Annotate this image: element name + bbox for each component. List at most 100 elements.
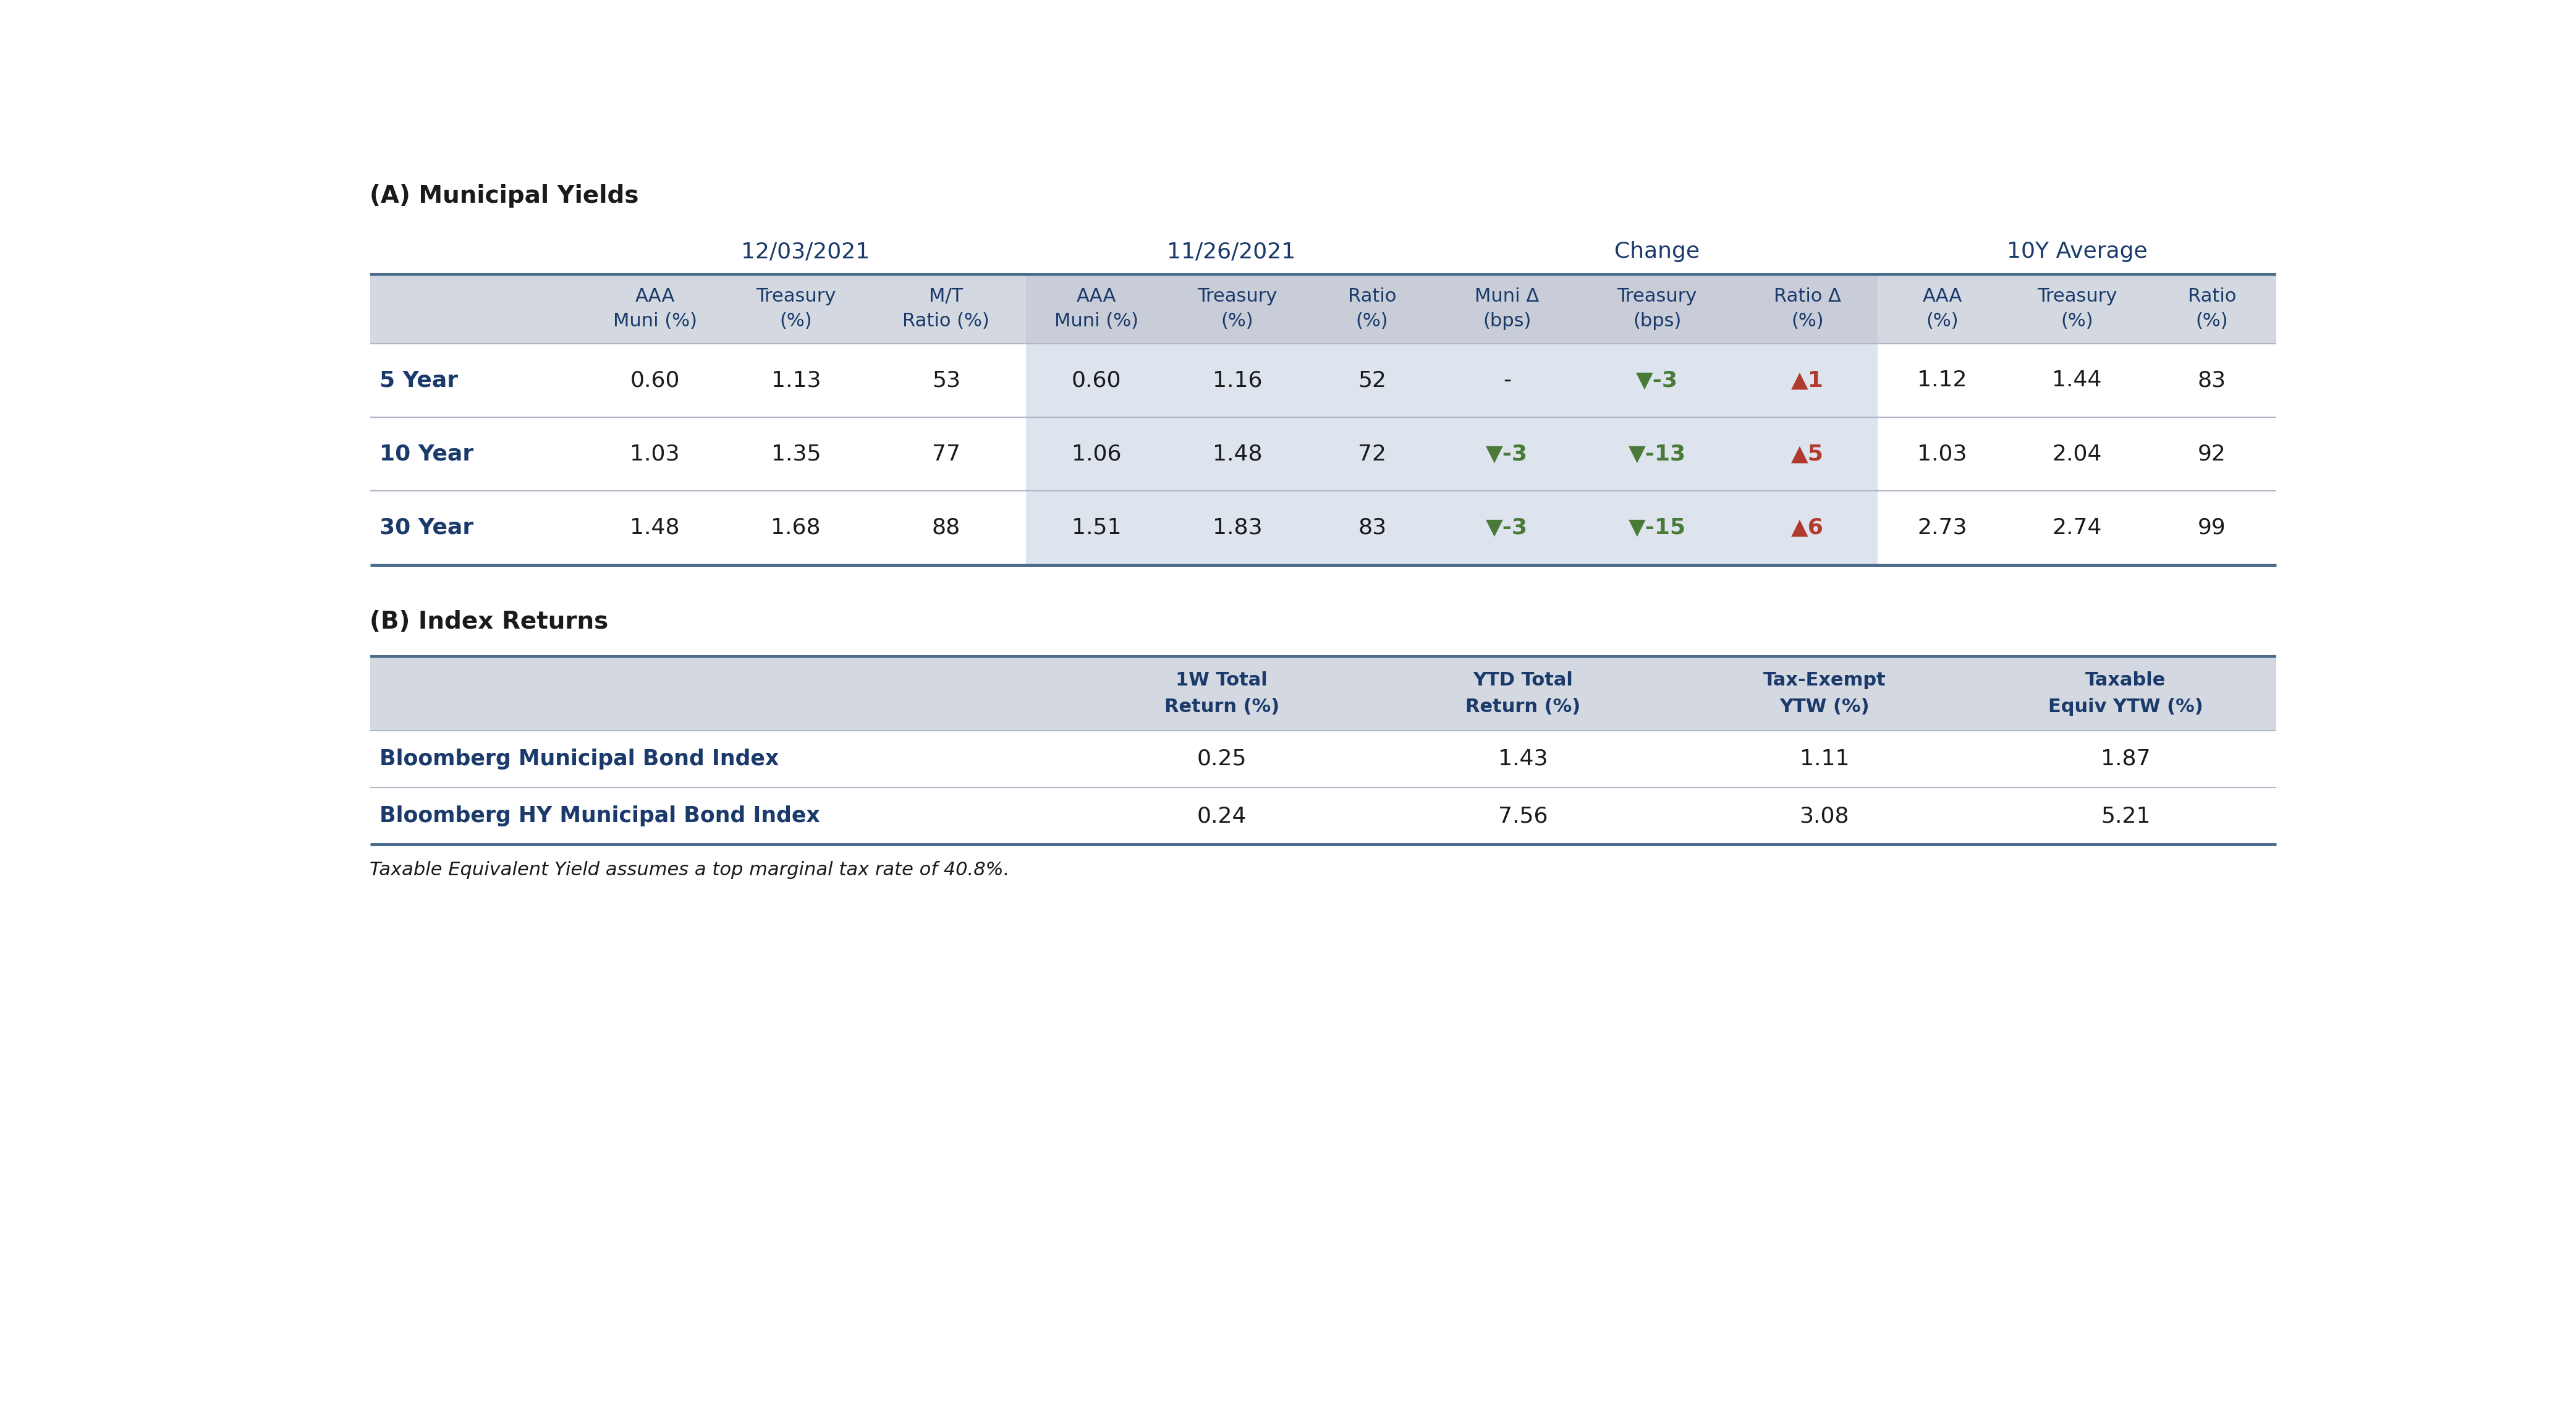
Text: AAA: AAA xyxy=(636,288,675,305)
Text: YTW (%): YTW (%) xyxy=(1780,697,1870,716)
FancyBboxPatch shape xyxy=(371,418,2277,491)
Text: Taxable Equivalent Yield assumes a top marginal tax rate of 40.8%.: Taxable Equivalent Yield assumes a top m… xyxy=(371,861,1010,880)
Text: 2.74: 2.74 xyxy=(2053,518,2102,539)
Text: Ratio: Ratio xyxy=(2187,288,2236,305)
Text: (B) Index Returns: (B) Index Returns xyxy=(371,610,608,633)
Text: 0.60: 0.60 xyxy=(1072,369,1121,391)
FancyBboxPatch shape xyxy=(1025,418,1437,491)
Text: Taxable: Taxable xyxy=(2087,672,2166,689)
Text: 1.16: 1.16 xyxy=(1213,369,1262,391)
FancyBboxPatch shape xyxy=(1437,418,1878,491)
Text: 77: 77 xyxy=(933,443,961,465)
Text: M/T: M/T xyxy=(930,288,963,305)
Text: (%): (%) xyxy=(1790,312,1824,331)
Text: ▲6: ▲6 xyxy=(1790,518,1824,539)
Text: 2.04: 2.04 xyxy=(2053,443,2102,465)
Text: 52: 52 xyxy=(1358,369,1386,391)
Text: 1.83: 1.83 xyxy=(1213,518,1262,539)
FancyBboxPatch shape xyxy=(1437,491,1878,565)
Text: Equiv YTW (%): Equiv YTW (%) xyxy=(2048,697,2202,716)
Text: 2.73: 2.73 xyxy=(1917,518,1968,539)
Text: Bloomberg Municipal Bond Index: Bloomberg Municipal Bond Index xyxy=(379,749,778,770)
Text: Ratio: Ratio xyxy=(1347,288,1396,305)
Text: Bloomberg HY Municipal Bond Index: Bloomberg HY Municipal Bond Index xyxy=(379,806,819,827)
Text: 1.48: 1.48 xyxy=(631,518,680,539)
Text: (%): (%) xyxy=(1927,312,1958,331)
Text: 1.48: 1.48 xyxy=(1213,443,1262,465)
Text: YTD Total: YTD Total xyxy=(1473,672,1574,689)
Text: (%): (%) xyxy=(1221,312,1255,331)
Text: 1.87: 1.87 xyxy=(2099,749,2151,770)
Text: ▼-3: ▼-3 xyxy=(1636,369,1677,391)
Text: 10Y Average: 10Y Average xyxy=(2007,241,2148,262)
Text: Ratio Δ: Ratio Δ xyxy=(1775,288,1842,305)
Text: 0.60: 0.60 xyxy=(631,369,680,391)
Text: 12/03/2021: 12/03/2021 xyxy=(742,241,871,262)
Text: 1W Total: 1W Total xyxy=(1175,672,1267,689)
Text: 5.21: 5.21 xyxy=(2102,806,2151,827)
Text: Return (%): Return (%) xyxy=(1466,697,1582,716)
Text: 10 Year: 10 Year xyxy=(379,443,474,465)
Text: (bps): (bps) xyxy=(1484,312,1530,331)
Text: ▼-13: ▼-13 xyxy=(1628,443,1685,465)
Text: 1.68: 1.68 xyxy=(770,518,822,539)
Text: 1.11: 1.11 xyxy=(1801,749,1850,770)
Text: 1.35: 1.35 xyxy=(770,443,822,465)
Text: AAA: AAA xyxy=(1077,288,1115,305)
Text: 0.24: 0.24 xyxy=(1198,806,1247,827)
Text: Muni (%): Muni (%) xyxy=(1054,312,1139,331)
Text: Return (%): Return (%) xyxy=(1164,697,1280,716)
Text: Muni Δ: Muni Δ xyxy=(1473,288,1540,305)
Text: AAA: AAA xyxy=(1922,288,1963,305)
Text: Treasury: Treasury xyxy=(1198,288,1278,305)
FancyBboxPatch shape xyxy=(1437,344,1878,418)
Text: 99: 99 xyxy=(2197,518,2226,539)
Text: 11/26/2021: 11/26/2021 xyxy=(1167,241,1296,262)
Text: 1.43: 1.43 xyxy=(1499,749,1548,770)
Text: Treasury: Treasury xyxy=(2038,288,2117,305)
Text: Treasury: Treasury xyxy=(1618,288,1698,305)
Text: 92: 92 xyxy=(2197,443,2226,465)
Text: 3.08: 3.08 xyxy=(1801,806,1850,827)
Text: (A) Municipal Yields: (A) Municipal Yields xyxy=(371,184,639,207)
Text: 88: 88 xyxy=(933,518,961,539)
Text: ▼-15: ▼-15 xyxy=(1628,518,1685,539)
Text: 1.03: 1.03 xyxy=(1917,443,1968,465)
Text: 1.51: 1.51 xyxy=(1072,518,1121,539)
FancyBboxPatch shape xyxy=(1437,274,1878,344)
Text: (%): (%) xyxy=(1355,312,1388,331)
FancyBboxPatch shape xyxy=(371,344,2277,418)
Text: 1.12: 1.12 xyxy=(1917,369,1968,391)
FancyBboxPatch shape xyxy=(371,274,2277,344)
Text: ▲1: ▲1 xyxy=(1790,369,1824,391)
FancyBboxPatch shape xyxy=(1025,344,1437,418)
Text: (bps): (bps) xyxy=(1633,312,1682,331)
Text: ▲5: ▲5 xyxy=(1790,443,1824,465)
Text: ▼-3: ▼-3 xyxy=(1486,443,1528,465)
Text: 0.25: 0.25 xyxy=(1198,749,1247,770)
Text: 83: 83 xyxy=(2197,369,2226,391)
Text: 7.56: 7.56 xyxy=(1499,806,1548,827)
FancyBboxPatch shape xyxy=(371,787,2277,844)
Text: Tax-Exempt: Tax-Exempt xyxy=(1762,672,1886,689)
Text: Muni (%): Muni (%) xyxy=(613,312,698,331)
Text: Ratio (%): Ratio (%) xyxy=(902,312,989,331)
Text: ▼-3: ▼-3 xyxy=(1486,518,1528,539)
Text: 1.06: 1.06 xyxy=(1072,443,1121,465)
Text: 72: 72 xyxy=(1358,443,1386,465)
Text: Change: Change xyxy=(1615,241,1700,262)
FancyBboxPatch shape xyxy=(371,491,2277,565)
Text: 1.13: 1.13 xyxy=(770,369,822,391)
Text: 1.44: 1.44 xyxy=(2053,369,2102,391)
FancyBboxPatch shape xyxy=(371,656,2277,730)
FancyBboxPatch shape xyxy=(371,730,2277,787)
Text: Treasury: Treasury xyxy=(755,288,835,305)
FancyBboxPatch shape xyxy=(1025,274,1437,344)
Text: 30 Year: 30 Year xyxy=(379,518,474,539)
Text: 5 Year: 5 Year xyxy=(379,369,459,391)
Text: 53: 53 xyxy=(933,369,961,391)
FancyBboxPatch shape xyxy=(1025,491,1437,565)
Text: (%): (%) xyxy=(2061,312,2094,331)
Text: 1.03: 1.03 xyxy=(631,443,680,465)
Text: (%): (%) xyxy=(2195,312,2228,331)
